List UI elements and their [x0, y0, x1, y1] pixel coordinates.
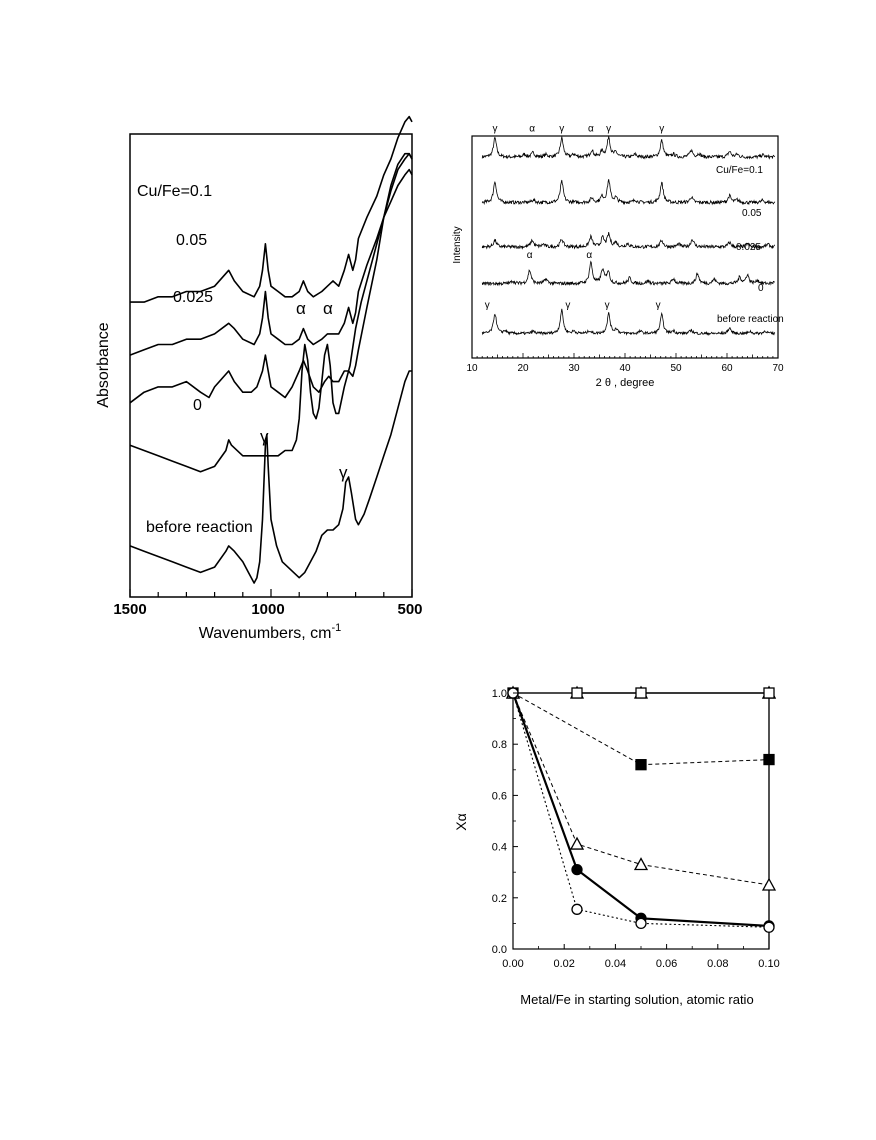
xalpha-y-tick-label-0.0: 0.0	[492, 944, 507, 956]
xrd-annotation-11: γ	[656, 300, 661, 311]
ir-x-tick-label-1000: 1000	[251, 601, 284, 618]
ir-series-group	[129, 115, 413, 584]
ir-series-label-before-reaction: before reaction	[146, 519, 253, 536]
xalpha-markers	[505, 685, 777, 933]
xrd-x-axis-label: 2 θ , degree	[596, 377, 655, 389]
xrd-annotation-4: γ	[606, 124, 611, 135]
xrd-x-tick-label-70: 70	[772, 363, 784, 374]
xrd-x-tick-label-10: 10	[466, 363, 478, 374]
xalpha-marker-square-open-2-2	[763, 687, 775, 699]
xalpha-y-tick-label-0.2: 0.2	[492, 893, 507, 905]
ir-series-label-0.025: 0.025	[173, 289, 213, 306]
xrd-annotation-2: γ	[559, 124, 564, 135]
xrd-annotation-9: γ	[565, 300, 570, 311]
ir-annotation-gamma-2: γ	[339, 463, 348, 482]
ir-series-line-2	[129, 152, 413, 404]
xrd-annotation-8: γ	[485, 300, 490, 311]
xrd-series-line-1	[481, 179, 776, 206]
xalpha-marker-square-filled-3-1	[635, 759, 647, 771]
xalpha-marker-triangle-open-4-1	[569, 836, 585, 850]
xalpha-marker-circle-open-6-3	[763, 921, 775, 933]
xrd-annotation-0: γ	[492, 124, 497, 135]
xrd-annotation-5: γ	[659, 124, 664, 135]
ir-x-axis-label: Wavenumbers, cm-1	[199, 622, 342, 642]
ir-series-label-0.05: 0.05	[176, 232, 207, 249]
ir-x-ticks	[129, 589, 413, 597]
xalpha-x-tick-label-0.08: 0.08	[707, 958, 728, 970]
xalpha-series-line-3	[512, 692, 770, 766]
xrd-x-tick-label-40: 40	[619, 363, 631, 374]
xrd-annotation-7: α	[586, 250, 592, 261]
xalpha-series-line-6	[512, 692, 770, 928]
xrd-series-line-4	[481, 308, 776, 337]
xrd-x-tick-label-20: 20	[517, 363, 529, 374]
ir-annotation-alpha-2: α	[323, 299, 333, 318]
ir-x-tick-label-500: 500	[397, 601, 422, 618]
xalpha-marker-circle-open-6-1	[571, 903, 583, 915]
xalpha-chart: 0.00 0.02 0.04 0.06 0.08 0.10 0.0 0.2 0.4 0.6 0.8 1…	[453, 685, 780, 1007]
xrd-series-label-0: 0	[758, 283, 764, 294]
xalpha-x-tick-label-0.02: 0.02	[553, 958, 574, 970]
xrd-x-tick-label-50: 50	[670, 363, 682, 374]
xrd-series-line-2	[481, 232, 775, 250]
ir-series-line-0	[130, 115, 413, 303]
ir-spectra-chart: Cu/Fe=0.1 0.05 0.025 0 before reaction α…	[95, 115, 423, 642]
xalpha-series-line-5	[511, 692, 770, 928]
xalpha-series-line-4	[512, 692, 770, 886]
ir-series-label-0: 0	[193, 397, 202, 414]
xrd-series-line-0	[481, 136, 776, 160]
xrd-series-group	[481, 136, 776, 337]
xalpha-marker-square-open-2-0	[571, 687, 583, 699]
ir-annotation-gamma-1: γ	[260, 427, 269, 446]
xalpha-x-axis-label: Metal/Fe in starting solution, atomic ra…	[520, 992, 753, 1007]
xalpha-series-lines	[511, 692, 770, 949]
xalpha-y-tick-label-1.0: 1.0	[492, 688, 507, 700]
xalpha-x-tick-label-0.04: 0.04	[605, 958, 626, 970]
xalpha-marker-circle-filled-5-1	[571, 863, 583, 876]
xrd-series-label-cu-fe-0.1: Cu/Fe=0.1	[716, 165, 763, 176]
xrd-series-label-0.05: 0.05	[742, 208, 762, 219]
xrd-annotation-10: γ	[605, 300, 610, 311]
xalpha-y-axis-label: Xα	[453, 813, 469, 830]
xrd-y-axis-label: Intensity	[452, 226, 463, 263]
xrd-x-tick-label-30: 30	[568, 363, 580, 374]
xalpha-x-tick-label-0.00: 0.00	[502, 958, 523, 970]
xalpha-marker-square-filled-3-2	[763, 753, 775, 766]
xalpha-marker-circle-open-6-2	[635, 917, 647, 930]
ir-y-axis-label: Absorbance	[95, 322, 112, 407]
xalpha-y-tick-label-0.4: 0.4	[492, 842, 507, 854]
xalpha-ticks: 0.00 0.02 0.04 0.06 0.08 0.10 0.0 0.2 0.4 0.6 0.8 1…	[492, 688, 780, 970]
xalpha-y-tick-label-0.8: 0.8	[492, 739, 507, 751]
xalpha-y-tick-label-0.6: 0.6	[492, 790, 507, 802]
xrd-series-label-before-reaction: before reaction	[717, 314, 784, 325]
xrd-series-label-0.025: 0.025	[736, 242, 761, 253]
ir-series-line-3	[129, 152, 413, 473]
xalpha-x-tick-label-0.06: 0.06	[656, 958, 677, 970]
xrd-annotation-3: α	[588, 124, 594, 135]
xrd-pattern-chart: 10 20 30 40 50 60 70 γ α γ α γ γ α α γ γ γ γ Cu/Fe=0.1 0.…	[452, 124, 784, 389]
xrd-annotations: γ α γ α γ γ α α γ γ γ γ	[485, 124, 664, 311]
xrd-x-ticks: 10 20 30 40 50 60 70	[466, 353, 784, 374]
xalpha-marker-triangle-open-4-2	[633, 857, 649, 871]
xrd-annotation-1: α	[529, 124, 535, 135]
xrd-series-line-3	[481, 260, 775, 287]
ir-series-line-4	[129, 370, 412, 584]
xalpha-marker-square-open-2-1	[635, 687, 647, 699]
ir-series-label-cu-fe-0.1: Cu/Fe=0.1	[137, 183, 212, 200]
xrd-annotation-6: α	[527, 250, 533, 261]
ir-x-tick-label-1500: 1500	[113, 601, 146, 618]
xrd-x-tick-label-60: 60	[721, 363, 733, 374]
xalpha-marker-triangle-open-4-3	[761, 877, 777, 891]
ir-annotation-alpha-1: α	[296, 299, 306, 318]
xalpha-plot-frame	[512, 692, 770, 950]
xalpha-x-tick-label-0.10: 0.10	[758, 958, 779, 970]
ir-series-line-1	[129, 168, 413, 356]
